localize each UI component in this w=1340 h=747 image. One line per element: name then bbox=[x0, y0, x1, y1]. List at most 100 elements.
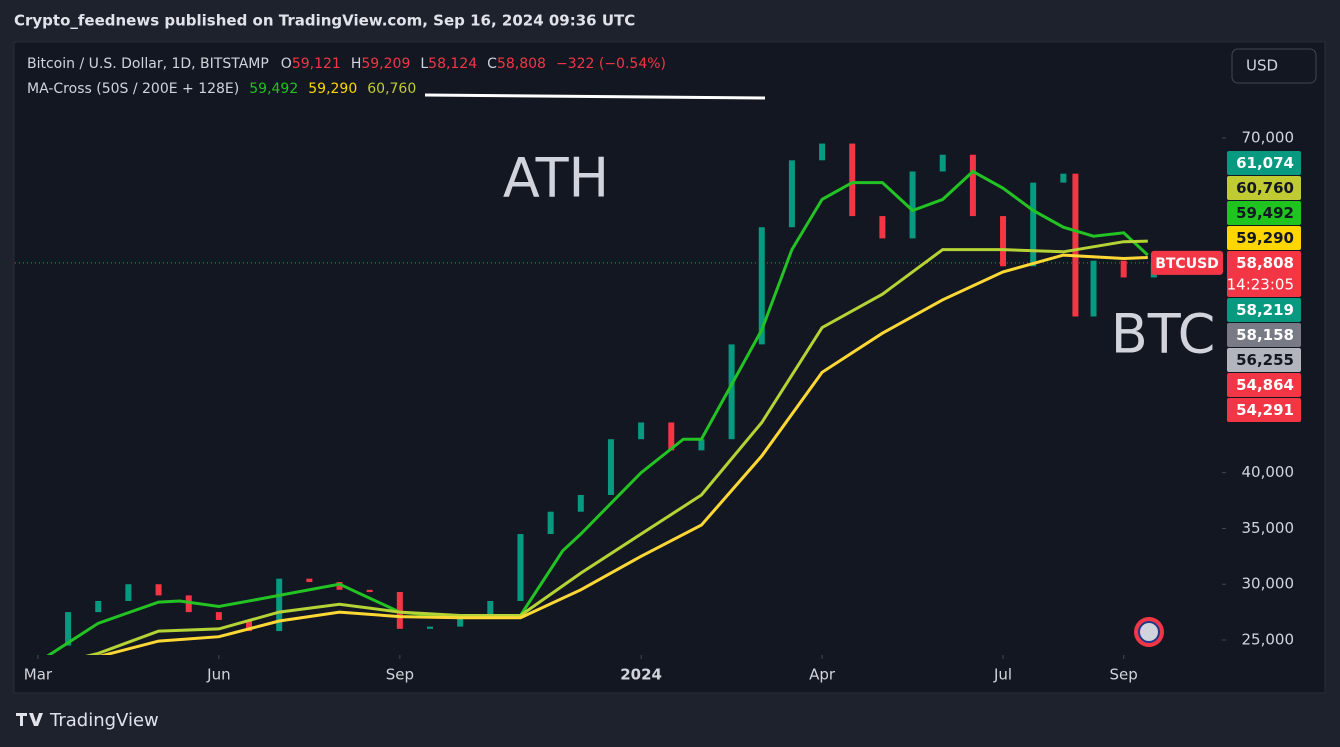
candle bbox=[155, 584, 162, 596]
plot-area bbox=[15, 143, 1222, 655]
ohlc-value: 58,808 bbox=[497, 56, 546, 72]
ohlc-key: C bbox=[487, 56, 497, 72]
x-tick-label: Sep bbox=[386, 666, 414, 684]
legend-line: Bitcoin / U.S. Dollar, 1D, BITSTAMP O59,1… bbox=[27, 56, 666, 72]
ma-line bbox=[98, 253, 1148, 655]
y-tick-label: 30,000 bbox=[1242, 575, 1295, 593]
ohlc-value: 59,121 bbox=[292, 56, 341, 72]
price-tag bbox=[1227, 323, 1301, 347]
candle bbox=[849, 143, 856, 217]
candle bbox=[879, 216, 886, 239]
y-tick-label: 40,000 bbox=[1242, 463, 1295, 481]
candle bbox=[1030, 182, 1037, 267]
price-tag-label: 54,864 bbox=[1236, 376, 1294, 394]
price-tag bbox=[1227, 373, 1301, 397]
candle bbox=[1000, 216, 1007, 267]
candle bbox=[215, 612, 222, 620]
ma-line bbox=[46, 169, 1149, 655]
logo-mark bbox=[16, 713, 43, 726]
candle bbox=[366, 589, 373, 593]
symbol-tag bbox=[1151, 250, 1223, 275]
ohlc-key: L bbox=[420, 56, 428, 72]
price-tag-countdown: 14:23:05 bbox=[1227, 276, 1294, 294]
x-tick-label: Apr bbox=[809, 666, 836, 684]
legend: Bitcoin / U.S. Dollar, 1D, BITSTAMP O59,1… bbox=[27, 56, 666, 97]
symbol: Bitcoin / U.S. Dollar, 1D, BITSTAMP bbox=[27, 56, 269, 72]
price-tag-label: 58,219 bbox=[1236, 301, 1294, 319]
indicator: MA-Cross (50S / 200E + 128E) bbox=[27, 81, 239, 97]
candle bbox=[758, 227, 765, 345]
price-tag bbox=[1227, 176, 1301, 200]
candle bbox=[819, 143, 826, 161]
candle bbox=[457, 617, 464, 627]
indicator-line: MA-Cross (50S / 200E + 128E) 59,492 59,290… bbox=[27, 81, 416, 97]
candle bbox=[607, 439, 614, 495]
price-tag bbox=[1227, 201, 1301, 225]
candle bbox=[95, 600, 102, 613]
candle bbox=[246, 619, 253, 632]
event-icon-flag bbox=[1138, 621, 1160, 643]
trend-drawing bbox=[424, 93, 766, 100]
price-tag-label: 58,808 bbox=[1236, 254, 1294, 272]
candle bbox=[1072, 173, 1079, 317]
candle bbox=[487, 600, 494, 618]
ohlc-key: H bbox=[351, 56, 362, 72]
chart-panel bbox=[13, 41, 1326, 694]
candle bbox=[668, 422, 675, 451]
indicator-value: 59,492 bbox=[249, 81, 298, 97]
candle bbox=[125, 584, 132, 601]
price-tag-label: 56,255 bbox=[1236, 351, 1294, 369]
candle bbox=[276, 578, 283, 632]
price-tag bbox=[1227, 298, 1301, 322]
ohlc-key: O bbox=[281, 56, 292, 72]
price-tag-label: 54,291 bbox=[1236, 401, 1294, 419]
price-tag bbox=[1227, 151, 1301, 175]
y-tick-label: 70,000 bbox=[1242, 128, 1295, 146]
annotation: ATH bbox=[503, 147, 609, 210]
candle bbox=[427, 626, 434, 629]
candle bbox=[336, 581, 343, 590]
x-tick-label: 2024 bbox=[620, 666, 662, 684]
indicator-value: 60,760 bbox=[367, 81, 416, 97]
price-tag-label: 58,158 bbox=[1236, 326, 1294, 344]
currency: USD bbox=[1246, 57, 1278, 75]
price-tag-label: 60,760 bbox=[1236, 179, 1294, 197]
candle bbox=[698, 439, 705, 451]
ohlc-value: 59,209 bbox=[361, 56, 410, 72]
candle bbox=[939, 154, 946, 172]
publisher: Crypto_feednews published on TradingView… bbox=[14, 12, 635, 30]
candle bbox=[517, 534, 524, 601]
candle bbox=[547, 511, 554, 535]
candle bbox=[638, 422, 645, 440]
y-tick-label: 25,000 bbox=[1242, 631, 1295, 649]
candle bbox=[788, 160, 795, 228]
indicator-value: 59,290 bbox=[308, 81, 357, 97]
change: −322 (−0.54%) bbox=[556, 56, 666, 72]
candle bbox=[909, 171, 916, 239]
price-tag-label: 59,290 bbox=[1236, 229, 1294, 247]
candle bbox=[577, 494, 584, 512]
price-tag-label: 59,492 bbox=[1236, 204, 1294, 222]
candle bbox=[1060, 173, 1067, 183]
x-tick-label: Jun bbox=[206, 666, 230, 684]
candle bbox=[306, 578, 313, 582]
candle bbox=[396, 592, 403, 629]
brand: TradingView bbox=[49, 710, 159, 731]
symbol-tag-label: BTCUSD bbox=[1155, 256, 1219, 272]
candle bbox=[728, 344, 735, 440]
x-tick-label: Sep bbox=[1110, 666, 1138, 684]
candle bbox=[65, 612, 72, 646]
y-tick-label: 35,000 bbox=[1242, 519, 1295, 537]
price-tag bbox=[1227, 226, 1301, 250]
price-tag bbox=[1227, 251, 1301, 297]
candle bbox=[1090, 260, 1097, 317]
price-tag-label: 61,074 bbox=[1236, 154, 1294, 172]
annotation: BTC bbox=[1111, 303, 1216, 366]
currency-button[interactable] bbox=[1231, 48, 1317, 84]
candle bbox=[969, 154, 976, 217]
ohlc-value: 58,124 bbox=[428, 56, 477, 72]
x-tick-label: Mar bbox=[24, 666, 53, 684]
candle bbox=[1120, 260, 1127, 278]
